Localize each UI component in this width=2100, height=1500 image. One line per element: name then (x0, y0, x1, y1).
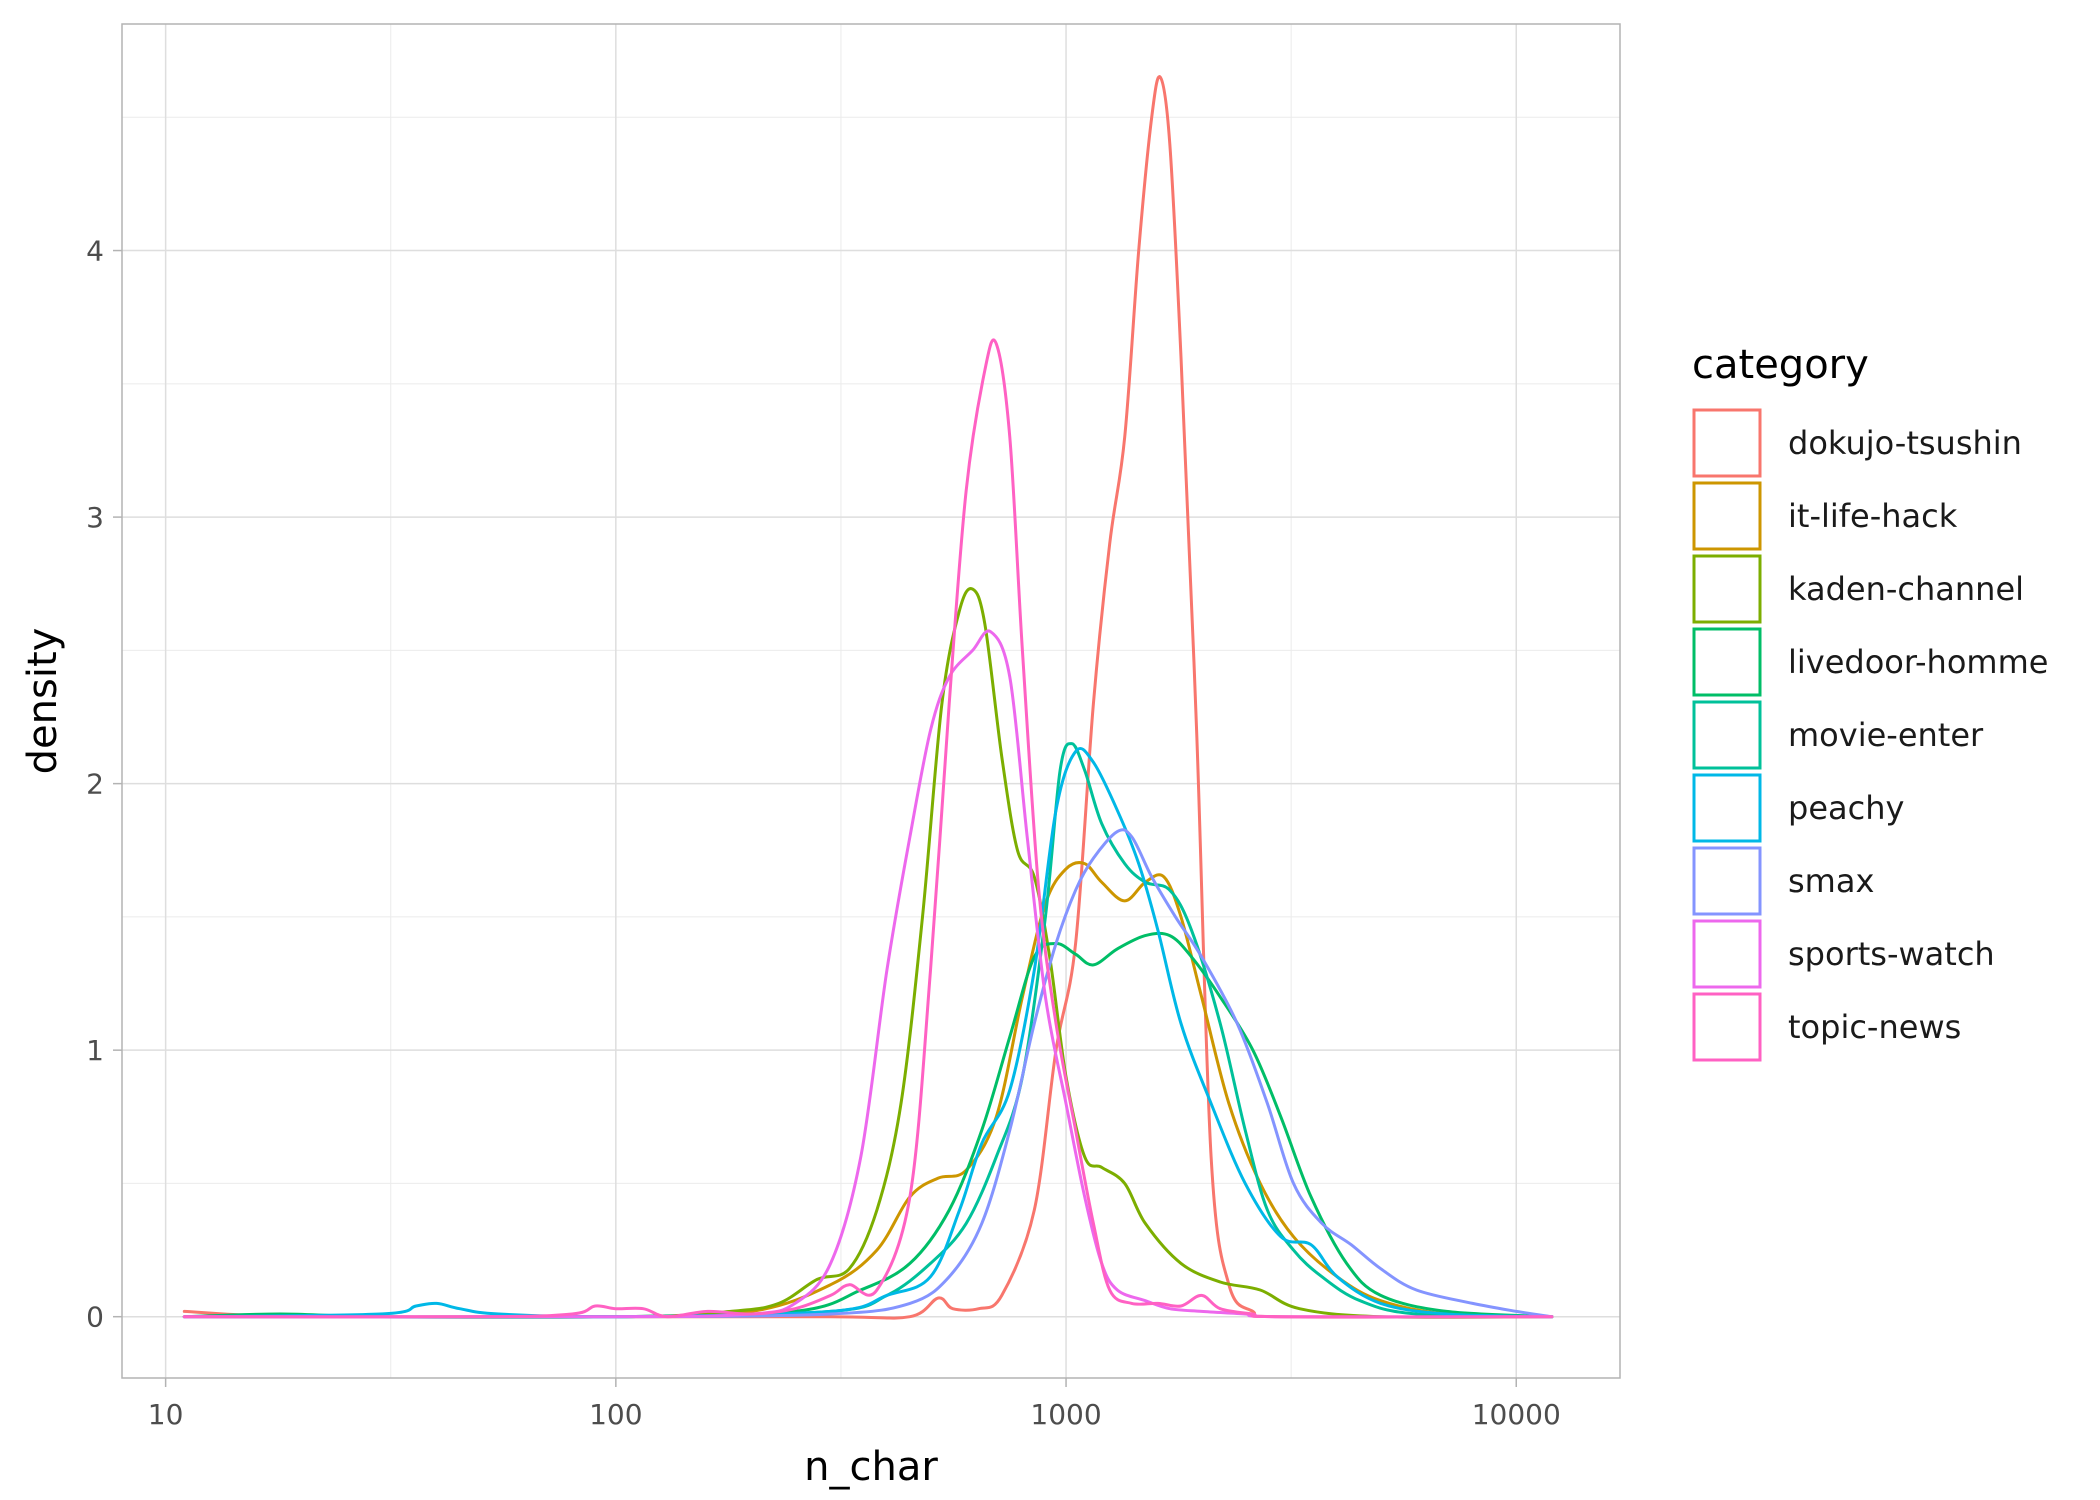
legend-label-sports-watch: sports-watch (1788, 935, 1995, 973)
series-line-it-life-hack (182, 861, 1554, 1319)
minor-gridlines (122, 24, 1620, 1378)
x-tick-label: 1000 (1030, 1398, 1101, 1431)
x-axis-title: n_char (804, 1444, 938, 1490)
legend-items: dokujo-tsushin it-life-hack kaden-channel l… (1692, 408, 2048, 1062)
legend-label-topic-news: topic-news (1788, 1008, 1961, 1046)
x-axis-ticks: 10 100 1000 10000 (148, 1378, 1561, 1431)
legend-key-topic-news (1692, 992, 1762, 1062)
legend-label-kaden-channel: kaden-channel (1788, 570, 2024, 608)
legend-key-livedoor-homme (1692, 627, 1762, 697)
legend-label-smax: smax (1788, 862, 1874, 900)
legend-key-it-life-hack (1692, 481, 1762, 551)
series-line-kaden-channel (182, 587, 1554, 1319)
y-tick-label: 3 (86, 501, 104, 534)
x-tick-label: 100 (589, 1398, 642, 1431)
legend-label-livedoor-homme: livedoor-homme (1788, 643, 2048, 681)
legend-title: category (1692, 342, 1869, 388)
y-axis-title: density (20, 628, 66, 775)
y-tick-label: 1 (86, 1034, 104, 1067)
x-tick-label: 10 (148, 1398, 184, 1431)
series-line-smax (182, 828, 1554, 1319)
series-line-peachy (182, 747, 1554, 1319)
panel-border (121, 23, 1621, 1379)
legend-key-sports-watch (1692, 919, 1762, 989)
y-tick-label: 4 (86, 235, 104, 268)
series-lines (182, 75, 1554, 1320)
legend-key-smax (1692, 846, 1762, 916)
series-line-dokujo-tsushin (182, 75, 1554, 1320)
legend-key-dokujo-tsushin (1692, 408, 1762, 478)
legend-label-dokujo-tsushin: dokujo-tsushin (1788, 424, 2022, 462)
y-tick-label: 2 (86, 768, 104, 801)
legend-label-peachy: peachy (1788, 789, 1904, 827)
x-tick-label: 10000 (1472, 1398, 1561, 1431)
y-tick-label: 0 (86, 1301, 104, 1334)
legend: category dokujo-tsushin it-life-hack kaden… (1692, 342, 2048, 1062)
legend-key-peachy (1692, 773, 1762, 843)
y-axis-ticks: 0 1 2 3 4 (86, 235, 122, 1334)
legend-key-movie-enter (1692, 700, 1762, 770)
series-line-topic-news (182, 338, 1554, 1319)
legend-label-it-life-hack: it-life-hack (1788, 497, 1958, 535)
legend-key-kaden-channel (1692, 554, 1762, 624)
series-line-sports-watch (182, 629, 1554, 1319)
legend-label-movie-enter: movie-enter (1788, 716, 1984, 754)
